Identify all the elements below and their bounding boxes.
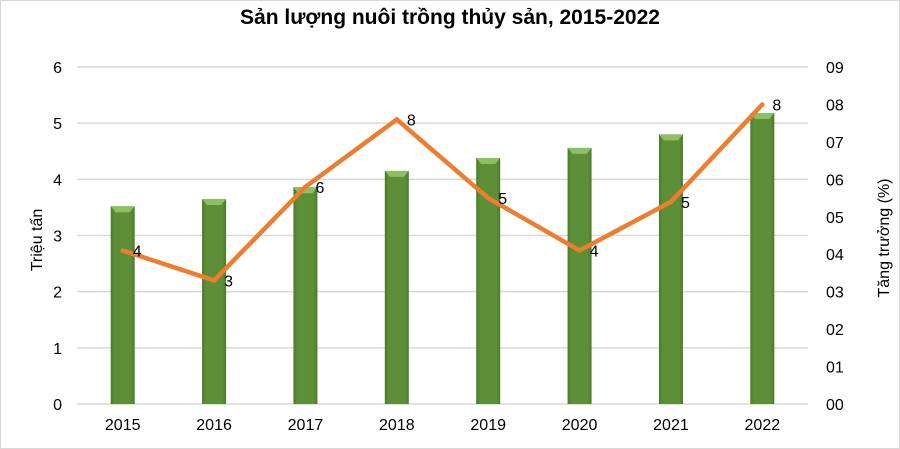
bar-2016[interactable]	[202, 198, 227, 404]
data-label: 6	[315, 180, 324, 197]
chart-title: Sản lượng nuôi trồng thủy sản, 2015-2022	[240, 6, 660, 29]
y-tick-right: 05	[826, 210, 844, 227]
x-tick: 2018	[379, 417, 415, 434]
bar-2021[interactable]	[658, 134, 683, 404]
data-label: 4	[133, 243, 142, 260]
y-tick-right: 04	[826, 247, 844, 264]
data-label: 5	[681, 195, 690, 212]
x-tick: 2019	[470, 417, 506, 434]
bar-2017[interactable]	[293, 187, 318, 404]
bar-2015[interactable]	[110, 206, 135, 404]
bar-bevel	[110, 206, 135, 213]
data-label: 8	[772, 97, 781, 114]
bar-2022[interactable]	[750, 113, 775, 404]
y-tick-right: 00	[826, 397, 844, 414]
y-tick-right: 08	[826, 97, 844, 114]
y-tick-left: 5	[53, 116, 62, 133]
y-axis-title-left: Triệu tấn	[29, 209, 46, 272]
y-tick-left: 2	[53, 285, 62, 302]
y-tick-right: 06	[826, 172, 844, 189]
bar-2019[interactable]	[476, 157, 501, 404]
bar-bevel	[658, 134, 683, 141]
data-label: 8	[407, 112, 416, 129]
data-label: 5	[498, 191, 507, 208]
x-tick: 2015	[105, 417, 141, 434]
bar-2020[interactable]	[567, 147, 592, 404]
y-tick-left: 3	[53, 229, 62, 246]
x-tick: 2022	[745, 417, 781, 434]
y-tick-left: 0	[53, 397, 62, 414]
y-tick-right: 02	[826, 322, 844, 339]
y-tick-right: 09	[826, 60, 844, 77]
bar-bevel	[384, 170, 409, 177]
y-tick-right: 03	[826, 285, 844, 302]
bar-2018[interactable]	[384, 170, 409, 404]
bar-bevel	[476, 157, 501, 164]
x-tick: 2017	[288, 417, 324, 434]
bar-bevel	[750, 113, 775, 120]
y-tick-left: 4	[53, 172, 62, 189]
data-label: 4	[590, 243, 599, 260]
x-tick: 2021	[653, 417, 689, 434]
x-tick: 2016	[196, 417, 232, 434]
y-tick-left: 1	[53, 341, 62, 358]
data-label: 3	[224, 273, 233, 290]
growth-line[interactable]	[120, 102, 765, 284]
y-tick-right: 07	[826, 135, 844, 152]
y-axis-title-right: Tăng trưởng (%)	[876, 178, 893, 297]
y-tick-right: 01	[826, 360, 844, 377]
x-tick: 2020	[562, 417, 598, 434]
y-tick-left: 6	[53, 60, 62, 77]
bar-bevel	[202, 198, 227, 205]
bar-bevel	[567, 147, 592, 154]
